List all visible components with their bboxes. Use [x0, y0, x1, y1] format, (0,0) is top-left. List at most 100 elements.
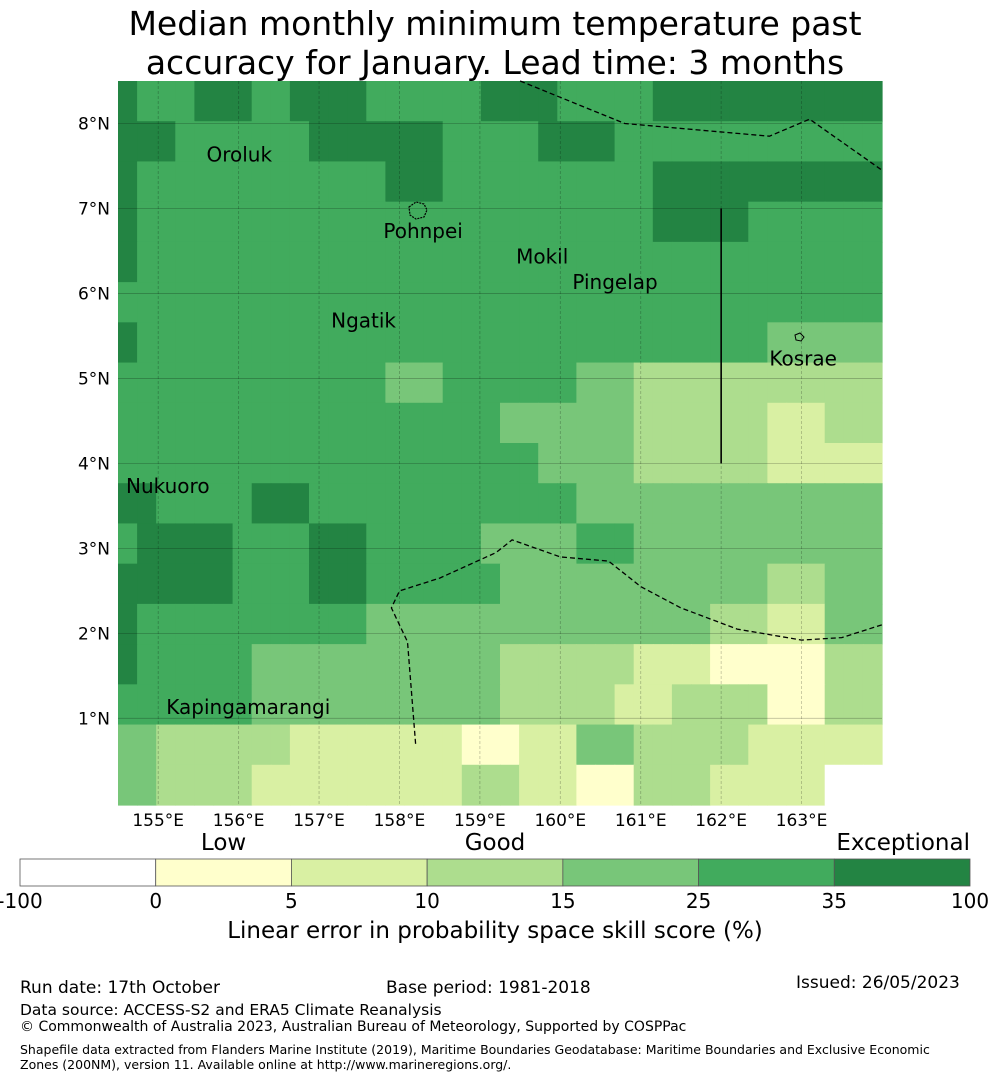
x-tick-label: 161°E [615, 811, 667, 831]
grid-cell [137, 362, 157, 404]
grid-cell [767, 402, 788, 444]
grid-cell [309, 161, 329, 203]
grid-cell [213, 563, 234, 605]
grid-cell [671, 523, 692, 565]
grid-cell [194, 523, 215, 565]
grid-cell [691, 322, 711, 364]
grid-cell [480, 322, 501, 364]
grid-cell [710, 523, 730, 565]
grid-cell [786, 81, 807, 122]
grid-cell [404, 563, 425, 605]
grid-cell [614, 241, 635, 283]
grid-cell [366, 443, 386, 484]
grid-cell [480, 764, 501, 806]
colorbar-tick-label: 100 [950, 889, 990, 913]
grid-cell [289, 81, 310, 122]
grid-cell [194, 161, 215, 203]
gridlines [118, 81, 882, 805]
grid-cell [862, 443, 883, 484]
grid-cell [328, 241, 348, 283]
grid-cell [232, 282, 253, 323]
grid-cell [500, 644, 520, 685]
grid-cell [213, 684, 234, 726]
grid-cell [175, 121, 195, 163]
grid-cell [251, 644, 272, 685]
grid-cell [786, 322, 807, 364]
grid-cell [289, 322, 310, 364]
skill-grid [118, 81, 883, 806]
grid-cell [557, 603, 577, 645]
grid-cell [289, 563, 310, 605]
grid-cell [251, 443, 272, 484]
grid-cell [576, 523, 597, 565]
grid-cell [557, 443, 577, 484]
grid-cell [461, 644, 482, 685]
grid-cell [480, 201, 501, 243]
colorbar-label: Linear error in probability space skill … [227, 918, 763, 944]
grid-cell [576, 241, 597, 283]
grid-cell [347, 523, 367, 565]
colorbar-word-exceptional: Exceptional [836, 830, 970, 856]
grid-cell [652, 523, 673, 565]
grid-cell [251, 724, 272, 766]
grid-cell [156, 161, 176, 203]
grid-cell [824, 443, 845, 484]
grid-cell [633, 362, 654, 404]
grid-cell [805, 362, 826, 404]
grid-cell [118, 603, 138, 645]
colorbar-tick-label: 0 [149, 889, 163, 913]
place-label-oroluk: Oroluk [206, 143, 272, 167]
grid-cell [805, 483, 826, 525]
grid-cell [156, 282, 176, 323]
grid-cell [309, 563, 329, 605]
grid-cell [232, 201, 253, 243]
grid-cell [538, 322, 558, 364]
grid-cell [652, 161, 673, 203]
grid-cell [289, 362, 310, 404]
grid-cell [480, 402, 501, 444]
grid-cell [118, 322, 138, 364]
grid-cell [500, 483, 520, 525]
grid-cell [137, 81, 157, 122]
y-tick-label: 5°N [78, 369, 110, 389]
grid-cell [175, 483, 195, 525]
grid-cell [309, 684, 329, 726]
grid-cell [576, 121, 597, 163]
grid-cell [862, 362, 883, 404]
grid-cell [538, 603, 558, 645]
grid-cell [194, 322, 215, 364]
grid-cell [805, 443, 826, 484]
grid-cell [461, 483, 482, 525]
grid-cell [652, 282, 673, 323]
grid-cell [194, 282, 215, 323]
grid-cell [309, 282, 329, 323]
colorbar-tick-label: 35 [821, 889, 848, 913]
grid-cell [671, 402, 692, 444]
grid-cell [710, 362, 730, 404]
grid-cell [767, 362, 788, 404]
grid-cell [366, 563, 386, 605]
grid-cell [404, 81, 425, 122]
grid-cell [786, 282, 807, 323]
grid-cell [232, 121, 253, 163]
grid-cell [251, 362, 272, 404]
grid-cell [862, 483, 883, 525]
grid-cell [595, 282, 616, 323]
grid-cell [213, 201, 234, 243]
grid-cell [519, 121, 539, 163]
grid-cell [289, 764, 310, 806]
grid-cell [366, 724, 386, 766]
grid-cell [213, 483, 234, 525]
grid-cell [423, 764, 444, 806]
grid-cell [862, 764, 883, 806]
grid-cell [862, 523, 883, 565]
grid-cell [729, 402, 749, 444]
grid-cell [480, 644, 501, 685]
grid-cell [671, 362, 692, 404]
grid-cell [843, 764, 864, 806]
grid-cell [500, 523, 520, 565]
grid-cell [270, 322, 291, 364]
grid-cell [500, 201, 520, 243]
grid-cell [576, 684, 597, 726]
grid-cell [519, 563, 539, 605]
